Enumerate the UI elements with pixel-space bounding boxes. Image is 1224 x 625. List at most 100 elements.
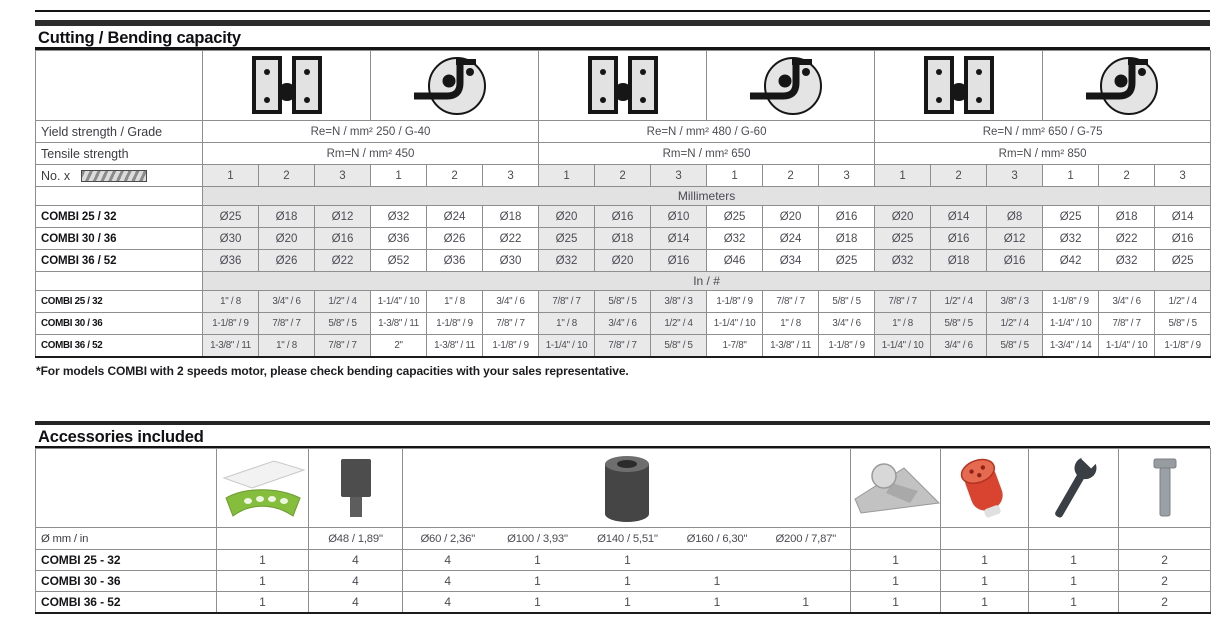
accessory-qty-cell: 1 bbox=[940, 570, 1030, 592]
mm-capacity-cell: Ø18 bbox=[482, 205, 540, 228]
diameter-row: Ø mm / in Ø48 / 1,89" Ø60 / 2,36" Ø100 /… bbox=[35, 527, 1212, 550]
title-rule bbox=[35, 47, 1210, 50]
accessory-qty-cell: 1 bbox=[1028, 570, 1120, 592]
model-label: COMBI 30 / 36 bbox=[35, 312, 203, 335]
yield-strength-label: Yield strength / Grade bbox=[35, 120, 203, 143]
accessory-qty-cell: 1 bbox=[672, 570, 762, 592]
in-capacity-cell: 1-1/4" / 10 bbox=[370, 290, 428, 313]
power-plug-icon-cell bbox=[940, 448, 1030, 528]
capacity-section: Cutting / Bending capacity bbox=[35, 10, 1212, 358]
diameter-cell: Ø140 / 5,51" bbox=[582, 527, 673, 550]
in-capacity-cell: 3/8" / 3 bbox=[650, 290, 708, 313]
mm-capacity-cell: Ø14 bbox=[650, 227, 708, 250]
mm-capacity-cell: Ø20 bbox=[594, 249, 652, 272]
accessory-qty-cell: 1 bbox=[850, 549, 942, 571]
blade-guard-icon bbox=[222, 460, 306, 517]
no-x-label-cell: No. x bbox=[35, 164, 203, 187]
mm-capacity-cell: Ø36 bbox=[426, 249, 484, 272]
accessory-qty-cell bbox=[761, 549, 852, 571]
in-capacity-cell: 7/8" / 7 bbox=[874, 290, 932, 313]
accessory-qty-cell: 4 bbox=[308, 549, 403, 571]
accessory-quantity-rows: COMBI 25 - 32 1 4 4 1 1 1 1 1 2 COMBI 30 - 36 1 4 4 1 1… bbox=[35, 549, 1212, 613]
in-capacity-cell: 5/8" / 5 bbox=[818, 290, 876, 313]
accessory-qty-cell: 2 bbox=[1118, 591, 1212, 613]
accessories-table-row: COMBI 30 - 36 1 4 4 1 1 1 1 1 1 2 bbox=[35, 570, 1212, 592]
bars-count-cell: 2 bbox=[594, 164, 652, 187]
in-capacity-cell: 1-7/8" bbox=[706, 334, 764, 357]
mm-capacity-cell: Ø10 bbox=[650, 205, 708, 228]
mm-capacity-cell: Ø32 bbox=[874, 249, 932, 272]
bending-square-icon bbox=[854, 463, 940, 514]
in-capacity-cell: 1-1/8" / 9 bbox=[818, 334, 876, 357]
in-capacity-cell: 3/4" / 6 bbox=[594, 312, 652, 335]
accessory-qty-cell: 1 bbox=[216, 570, 309, 592]
mm-capacity-cell: Ø36 bbox=[202, 249, 259, 272]
mm-capacity-cell: Ø20 bbox=[258, 227, 315, 250]
accessory-qty-cell: 2 bbox=[1118, 570, 1212, 592]
mm-capacity-cell: Ø25 bbox=[538, 227, 596, 250]
in-capacity-cell: 7/8" / 7 bbox=[594, 334, 652, 357]
yield-strength-value-cell: Re=N / mm² 480 / G-60 bbox=[538, 120, 876, 143]
in-capacity-cell: 5/8" / 5 bbox=[1154, 312, 1212, 335]
bending-roller-icon bbox=[413, 56, 486, 115]
in-capacity-cell: 1" / 8 bbox=[874, 312, 932, 335]
mm-capacity-cell: Ø22 bbox=[482, 227, 540, 250]
accessory-qty-cell: 2 bbox=[1118, 549, 1212, 571]
mm-capacity-cell: Ø16 bbox=[594, 205, 652, 228]
capacity-table-row: COMBI 36 / 52 Ø36 Ø26 Ø22 Ø52 Ø36 Ø30 Ø32 Ø20 Ø16… bbox=[35, 249, 1212, 272]
accessory-qty-cell: 1 bbox=[940, 591, 1030, 613]
in-capacity-cell: 3/4" / 6 bbox=[482, 290, 540, 313]
cutting-dies-icon bbox=[251, 55, 322, 114]
mm-capacity-cell: Ø16 bbox=[818, 205, 876, 228]
in-capacity-cell: 3/4" / 6 bbox=[258, 290, 315, 313]
capacity-table-row: COMBI 30 / 36 Ø30 Ø20 Ø16 Ø36 Ø26 Ø22 Ø25 Ø18 Ø14… bbox=[35, 227, 1212, 250]
bars-count-cell: 1 bbox=[538, 164, 596, 187]
mm-capacity-cell: Ø34 bbox=[762, 249, 820, 272]
corner-cell bbox=[35, 50, 203, 121]
accessory-qty-cell: 4 bbox=[402, 570, 493, 592]
accessory-qty-cell: 1 bbox=[582, 570, 673, 592]
mm-capacity-cell: Ø12 bbox=[313, 205, 372, 228]
in-capacity-cell: 1-1/4" / 10 bbox=[706, 312, 764, 335]
accessory-qty-cell bbox=[672, 549, 762, 571]
in-capacity-cell: 5/8" / 5 bbox=[986, 334, 1044, 357]
accessory-qty-cell: 1 bbox=[1028, 549, 1120, 571]
wrench-icon-cell bbox=[1028, 448, 1120, 528]
diameter-cell: Ø60 / 2,36" bbox=[402, 527, 493, 550]
top-rule bbox=[35, 10, 1210, 12]
in-capacity-cell: 7/8" / 7 bbox=[258, 312, 315, 335]
bars-count-cell: 3 bbox=[482, 164, 540, 187]
mandrel-icon-cell bbox=[308, 448, 403, 528]
tensile-strength-value-cell: Rm=N / mm² 650 bbox=[538, 142, 876, 165]
section-bar bbox=[35, 421, 1210, 425]
mm-capacity-cell: Ø25 bbox=[874, 227, 932, 250]
mm-capacity-cell: Ø22 bbox=[1098, 227, 1156, 250]
bars-count-cell: 1 bbox=[1042, 164, 1100, 187]
bending-capacity-icon-cell bbox=[706, 50, 876, 121]
bars-count-cell: 2 bbox=[258, 164, 315, 187]
mm-capacity-cell: Ø25 bbox=[818, 249, 876, 272]
yield-strength-row: Yield strength / Grade Re=N / mm² 250 / … bbox=[35, 120, 1212, 143]
diameter-cell: Ø48 / 1,89" bbox=[308, 527, 403, 550]
tensile-strength-value-cell: Rm=N / mm² 450 bbox=[201, 142, 540, 165]
bending-roller-icon bbox=[749, 56, 822, 115]
in-capacity-cell: 1/2" / 4 bbox=[313, 290, 372, 313]
accessory-qty-cell: 1 bbox=[940, 549, 1030, 571]
mm-capacity-cell: Ø52 bbox=[370, 249, 428, 272]
empty-cell bbox=[216, 527, 309, 550]
bars-count-cell: 3 bbox=[818, 164, 876, 187]
accessory-qty-cell: 4 bbox=[308, 591, 403, 613]
band-spacer-cell bbox=[35, 271, 203, 291]
empty-cell bbox=[850, 527, 942, 550]
bolt-pin-icon bbox=[1153, 458, 1177, 517]
in-capacity-cell: 7/8" / 7 bbox=[482, 312, 540, 335]
inches-band-row: In / # bbox=[35, 271, 1212, 291]
mm-capacity-cell: Ø25 bbox=[1042, 205, 1100, 228]
millimeter-capacity-rows: COMBI 25 / 32 Ø25 Ø18 Ø12 Ø32 Ø24 Ø18 Ø20 Ø16 Ø10… bbox=[35, 205, 1212, 272]
accessory-qty-cell: 1 bbox=[492, 549, 583, 571]
in-capacity-cell: 7/8" / 7 bbox=[762, 290, 820, 313]
in-capacity-cell: 1-1/4" / 10 bbox=[1042, 312, 1100, 335]
bars-count-cell: 2 bbox=[930, 164, 988, 187]
accessory-qty-cell: 1 bbox=[582, 549, 673, 571]
